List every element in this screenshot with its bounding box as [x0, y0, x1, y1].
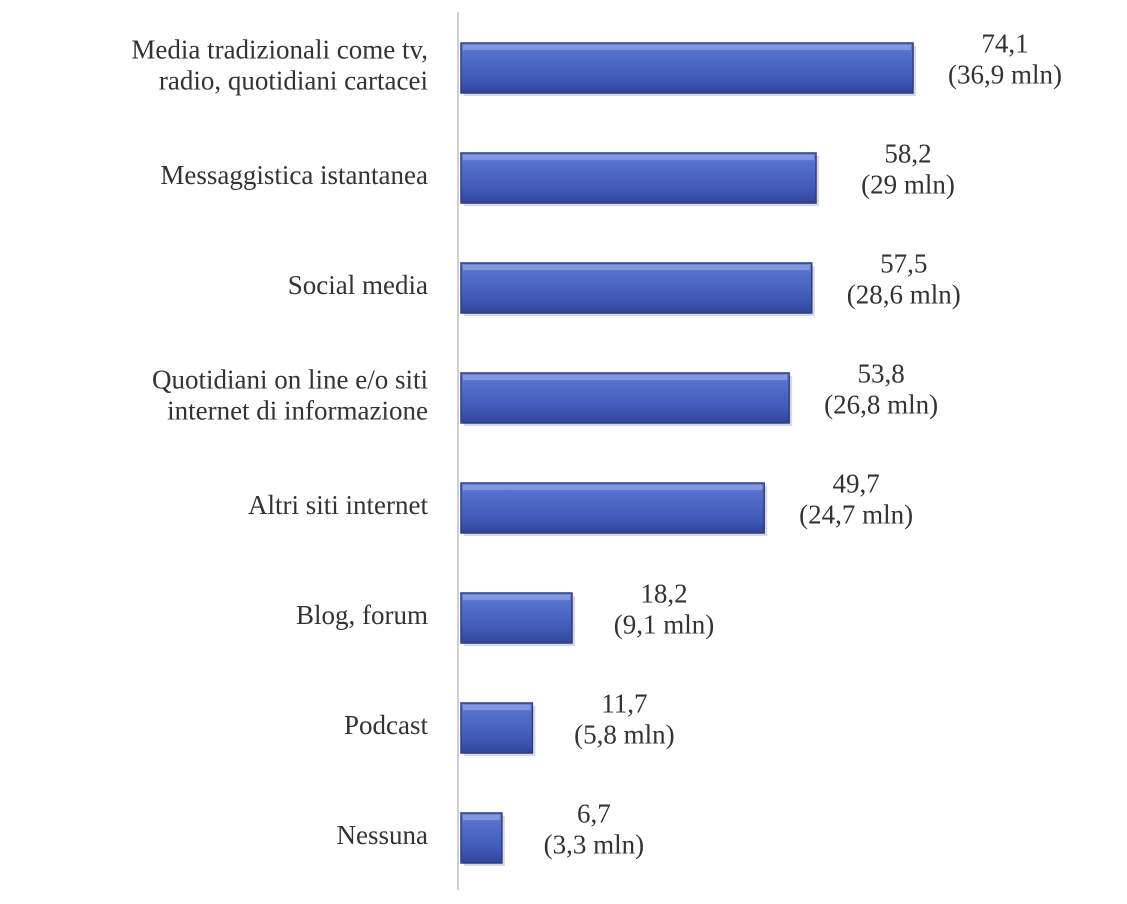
- bar: [460, 42, 914, 94]
- bar: [460, 372, 790, 424]
- bar-highlight: [463, 265, 810, 270]
- value-secondary-label: (9,1 mln): [614, 610, 715, 640]
- bar-highlight: [463, 815, 500, 820]
- bars-layer: [460, 42, 917, 866]
- category-label: radio, quotidiani cartacei: [159, 66, 428, 96]
- value-label: 53,8: [858, 359, 905, 389]
- bar-highlight: [463, 595, 571, 600]
- category-label: internet di informazione: [167, 396, 428, 426]
- value-label: 18,2: [640, 579, 687, 609]
- bar: [460, 152, 817, 204]
- bar-highlight: [463, 705, 531, 710]
- value-label: 6,7: [577, 799, 611, 829]
- category-label: Blog, forum: [296, 600, 428, 630]
- category-label: Media tradizionali come tv,: [131, 35, 428, 65]
- value-label: 57,5: [880, 249, 927, 279]
- category-label: Altri siti internet: [248, 490, 428, 520]
- value-secondary-label: (36,9 mln): [948, 60, 1062, 90]
- value-label: 74,1: [981, 29, 1028, 59]
- bar-highlight: [463, 375, 788, 380]
- bar-highlight: [463, 45, 912, 50]
- bar: [460, 702, 534, 754]
- value-secondary-label: (28,6 mln): [847, 280, 961, 310]
- value-secondary-label: (3,3 mln): [544, 830, 645, 860]
- category-labels: Media tradizionali come tv,radio, quotid…: [131, 35, 428, 851]
- value-secondary-label: (24,7 mln): [799, 500, 913, 530]
- value-secondary-label: (26,8 mln): [824, 390, 938, 420]
- value-labels: 74,1(36,9 mln) 58,2(29 mln) 57,5(28,6 mln)…: [544, 29, 1062, 860]
- bar-highlight: [463, 485, 763, 490]
- value-label: 49,7: [833, 469, 880, 499]
- value-label: 58,2: [884, 139, 931, 169]
- bar: [460, 482, 765, 534]
- bar: [460, 592, 573, 644]
- bar: [460, 812, 503, 864]
- bar: [460, 262, 813, 314]
- value-secondary-label: (29 mln): [861, 170, 955, 200]
- category-label: Nessuna: [337, 820, 428, 850]
- bar-highlight: [463, 155, 815, 160]
- category-label: Messaggistica istantanea: [160, 160, 428, 190]
- category-label: Podcast: [344, 710, 428, 740]
- value-label: 11,7: [601, 689, 647, 719]
- category-label: Social media: [288, 270, 428, 300]
- category-label: Quotidiani on line e/o siti: [152, 365, 428, 395]
- value-secondary-label: (5,8 mln): [574, 720, 675, 750]
